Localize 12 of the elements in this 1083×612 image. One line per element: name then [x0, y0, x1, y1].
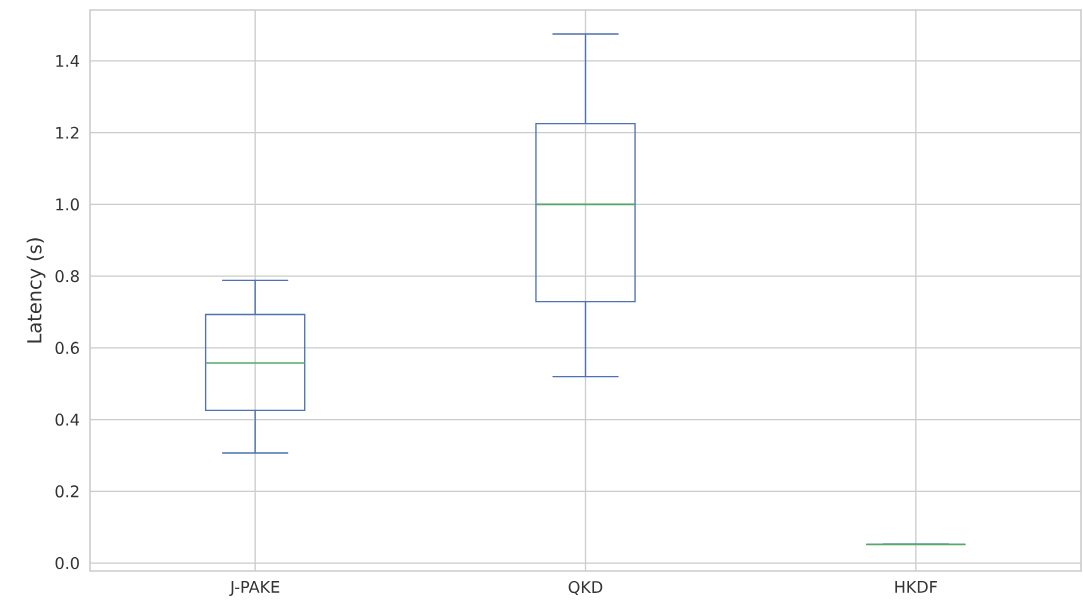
- y-tick-label: 0.6: [55, 341, 79, 354]
- y-tick-label: 0.8: [55, 270, 79, 283]
- y-axis-title: Latency (s): [26, 238, 46, 343]
- y-tick-label: 0.0: [55, 557, 79, 570]
- x-tick-label: QKD: [568, 581, 603, 595]
- y-tick-label: 0.4: [55, 413, 80, 426]
- y-tick-label: 0.2: [55, 485, 79, 498]
- x-tick-label: HKDF: [895, 581, 937, 593]
- x-tick-label: J-PAKE: [229, 581, 280, 596]
- y-tick-label: 1.2: [56, 126, 79, 139]
- y-tick-label: 1.4: [56, 55, 80, 67]
- y-tick-label: 1.0: [56, 198, 79, 211]
